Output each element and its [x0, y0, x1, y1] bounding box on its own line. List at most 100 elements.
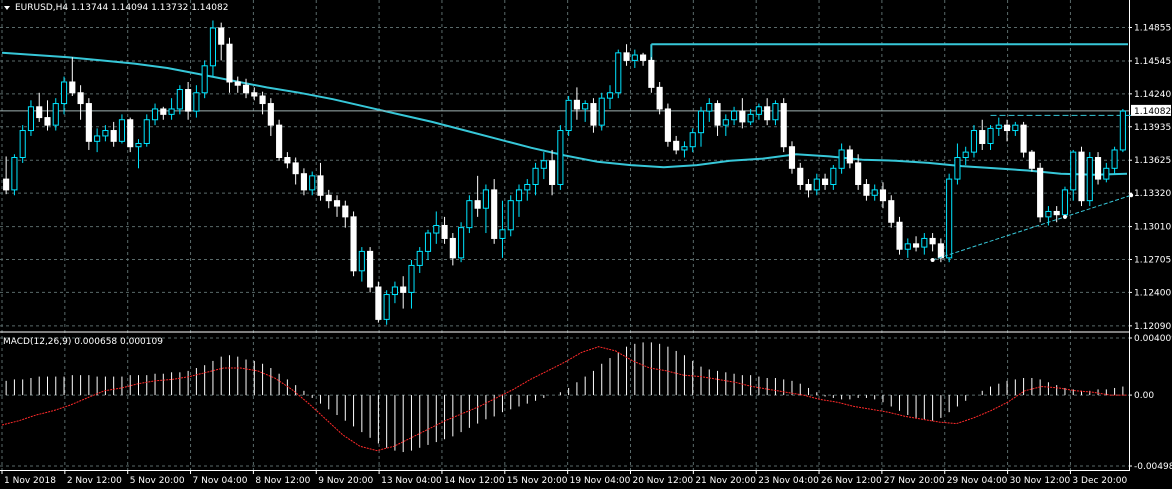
- candle-body: [970, 130, 978, 153]
- price-tick-label: 1.13625: [1134, 156, 1171, 166]
- chevron-down-icon[interactable]: [4, 6, 10, 10]
- candle-body: [325, 194, 332, 202]
- symbol-header: EURUSD,H4 1.13744 1.14094 1.13732 1.1408…: [4, 3, 228, 13]
- candle-body: [474, 200, 481, 209]
- candle-body: [921, 237, 928, 248]
- price-tick-label: 1.12705: [1134, 255, 1171, 265]
- time-tick-label: 27 Nov 20:00: [884, 476, 945, 486]
- candle-body: [11, 157, 18, 191]
- candle-body: [863, 183, 870, 196]
- candle-body: [449, 237, 456, 259]
- candle-body: [383, 294, 390, 320]
- candle-body: [168, 108, 175, 115]
- candle-body: [896, 221, 903, 250]
- time-tick-label: 14 Nov 12:00: [444, 476, 505, 486]
- candle-body: [60, 81, 68, 105]
- candle-body: [102, 130, 109, 137]
- candle-body: [962, 151, 969, 159]
- candle-body: [822, 178, 829, 185]
- candle-body: [648, 59, 655, 88]
- candle-body: [458, 227, 465, 259]
- trendline-anchor[interactable]: [1062, 214, 1067, 219]
- price-tick-label: 1.13320: [1134, 189, 1171, 199]
- candle-body: [1119, 110, 1126, 151]
- candle-body: [929, 237, 936, 245]
- candle-body: [441, 224, 448, 239]
- current-price-label: 1.14082: [1134, 107, 1171, 117]
- grid: [0, 0, 1129, 470]
- candle-body: [118, 119, 126, 142]
- price-tick-label: 1.13010: [1134, 223, 1171, 233]
- candle-body: [242, 84, 250, 94]
- candle-body: [1053, 210, 1060, 216]
- price-tick-label: 1.14855: [1134, 23, 1171, 33]
- candle-body: [755, 106, 762, 115]
- candle-body: [689, 132, 696, 148]
- candle-body: [631, 54, 638, 61]
- candle-body: [1086, 157, 1093, 202]
- ma-line: [1, 51, 1128, 176]
- candle-body: [143, 119, 150, 144]
- time-tick-label: 7 Nov 04:00: [193, 476, 248, 486]
- candle-body: [623, 52, 630, 61]
- candle-body: [424, 232, 432, 252]
- candle-body: [615, 52, 622, 94]
- candle-body: [673, 140, 680, 151]
- macd-pane: [1, 342, 1127, 453]
- time-tick-label: 1 Nov 2018: [4, 476, 56, 486]
- candle-body: [226, 43, 233, 83]
- time-tick-label: 8 Nov 12:00: [255, 476, 310, 486]
- candle-body: [987, 127, 994, 144]
- candle-body: [573, 99, 580, 110]
- candle-body: [888, 200, 895, 223]
- trendline-anchor[interactable]: [930, 258, 935, 263]
- trendline-anchor[interactable]: [1129, 193, 1134, 198]
- candle-body: [77, 92, 84, 105]
- candle-body: [491, 189, 498, 239]
- candle-body: [185, 89, 192, 112]
- candle-body: [813, 178, 820, 191]
- candle-body: [1078, 151, 1085, 202]
- price-axis: 1.14855 1.14545 1.14240 1.13935 1.13625 1.133…: [1129, 23, 1171, 332]
- candle-body: [1037, 167, 1044, 218]
- candle-body: [193, 92, 200, 112]
- candle-body: [656, 86, 663, 110]
- candle-body: [400, 286, 407, 293]
- candle-body: [855, 162, 862, 185]
- candle-body: [606, 92, 614, 99]
- candle-body: [524, 183, 531, 191]
- time-tick-label: 13 Nov 04:00: [381, 476, 442, 486]
- candle-body: [598, 97, 605, 126]
- candles: [3, 20, 1126, 325]
- macd-tick-label: -0.00498: [1134, 462, 1172, 472]
- candle-body: [482, 189, 489, 209]
- candle-body: [358, 250, 365, 272]
- candle-body: [1094, 157, 1102, 180]
- candle-body: [788, 146, 796, 169]
- candle-body: [94, 135, 101, 142]
- candle-body: [218, 27, 225, 45]
- chart-title: EURUSD,H4 1.13744 1.14094 1.13732 1.1408…: [15, 3, 228, 13]
- candle-body: [292, 162, 299, 175]
- candle-body: [557, 130, 564, 185]
- time-tick-label: 15 Nov 20:00: [507, 476, 568, 486]
- candle-body: [36, 106, 43, 119]
- candle-body: [697, 110, 705, 134]
- candle-body: [416, 250, 423, 266]
- candle-body: [846, 149, 853, 164]
- price-tick-label: 1.14545: [1134, 57, 1171, 67]
- candle-body: [590, 103, 597, 126]
- candle-body: [276, 124, 283, 159]
- candle-body: [300, 173, 307, 191]
- candle-body: [69, 81, 76, 94]
- macd-title: MACD(12,26,9) 0.000658 0.000109: [3, 337, 163, 347]
- candle-body: [937, 243, 944, 259]
- time-tick-label: 5 Nov 20:00: [130, 476, 185, 486]
- candle-body: [904, 243, 911, 250]
- candle-body: [44, 117, 51, 126]
- candle-body: [127, 119, 134, 148]
- candle-body: [995, 124, 1002, 129]
- candle-body: [532, 167, 539, 185]
- time-tick-label: 19 Nov 04:00: [570, 476, 631, 486]
